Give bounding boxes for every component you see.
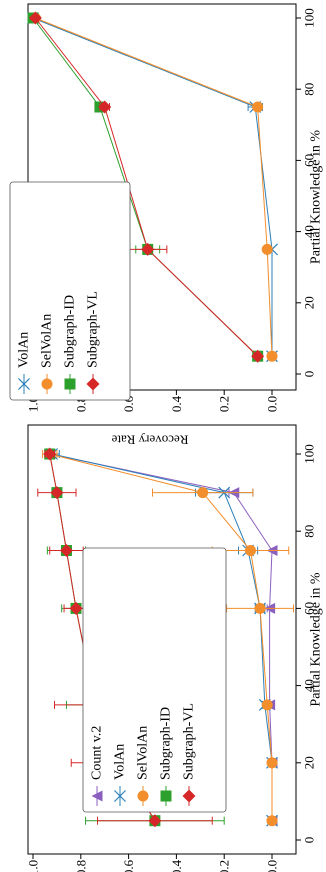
- legend: Count v.2 VolAn SelVolAn Subgraph-ID Subgrap…: [82, 547, 227, 813]
- data-point-subgraph-vl: [98, 100, 112, 114]
- y-tick-label: 0.0: [265, 860, 280, 872]
- legend-marker-selvolan: [41, 378, 53, 390]
- series-line-selvolan: [35, 17, 273, 357]
- y-tick-label: 0.0: [265, 396, 280, 412]
- x-tick-label: 100: [302, 8, 317, 28]
- x-tick-label: 20: [302, 296, 317, 309]
- legend-label-subgraph-id: Subgraph-ID: [159, 707, 174, 780]
- y-tick-label: 0.4: [169, 859, 184, 872]
- y-tick-label: 0.2: [217, 396, 232, 412]
- data-point-subgraph-vl: [50, 486, 64, 500]
- legend-marker-count-v-2: [91, 790, 103, 802]
- x-tick-label: 60: [302, 602, 317, 615]
- legend-marker-volan-stroke-b: [18, 378, 30, 390]
- data-point-selvolan: [254, 602, 266, 614]
- legend-label-volan: VolAn: [113, 744, 128, 780]
- data-point-selvolan: [266, 757, 278, 769]
- legend-marker-volan-stroke-b: [114, 790, 126, 802]
- chart-panel-bottom: 0 20 40 60 80 100 0.0 0.2 0.4 0.6 0.8 1.0 Partial Kn…: [26, 424, 324, 872]
- legend-label-volan: VolAn: [17, 332, 32, 368]
- y-tick-label: 0.8: [73, 860, 88, 872]
- legend-label-selvolan: SelVolAn: [136, 726, 151, 780]
- legend-box: [82, 547, 227, 813]
- legend-label-subgraph-vl: Subgraph-VL: [86, 291, 101, 368]
- data-point-selvolan: [261, 243, 273, 255]
- data-point-subgraph-vl: [69, 601, 83, 615]
- x-tick-label: 20: [302, 756, 317, 769]
- legend-marker-subgraph-id: [160, 790, 172, 802]
- legend-marker-subgraph-vl: [86, 377, 100, 391]
- data-point-subgraph-vl: [28, 11, 42, 25]
- x-tick-label: 100: [302, 444, 317, 464]
- x-axis-label: Partial Knowledge in %: [309, 130, 324, 264]
- legend-label-subgraph-id: Subgraph-ID: [63, 295, 78, 368]
- x-axis-label: Partial Knowledge in %: [309, 572, 324, 706]
- data-point-selvolan: [266, 815, 278, 827]
- x-tick-label: 40: [302, 679, 317, 692]
- legend-label-count-v-2: Count v.2: [90, 726, 105, 780]
- data-point-subgraph-vl: [59, 544, 73, 557]
- data-point-subgraph-vl: [43, 447, 57, 461]
- legend-marker-subgraph-id: [64, 378, 76, 390]
- series-line-volan: [32, 17, 273, 357]
- data-point-subgraph-vl: [148, 814, 162, 828]
- legend-marker-selvolan: [137, 790, 149, 802]
- legend-box: [9, 181, 131, 401]
- x-tick-label: 0: [302, 837, 317, 844]
- x-tick-label: 80: [302, 83, 317, 96]
- x-tick-label: 0: [302, 371, 317, 378]
- data-point-subgraph-vl: [141, 242, 155, 256]
- legend-marker-subgraph-vl: [182, 789, 196, 803]
- legend-label-selvolan: SelVolAn: [40, 314, 55, 368]
- data-point-selvolan: [266, 350, 278, 362]
- y-axis-label: Recovery Rate: [111, 433, 188, 448]
- data-point-selvolan: [252, 101, 264, 113]
- data-point-selvolan: [244, 545, 256, 556]
- series-subgraph-vl: [28, 11, 265, 363]
- y-tick-label: 0.4: [169, 395, 184, 412]
- data-point-selvolan: [261, 699, 273, 711]
- x-tick-label: 60: [302, 154, 317, 167]
- legend-label-subgraph-vl: Subgraph-VL: [182, 703, 197, 780]
- y-tick-label: 1.0: [26, 860, 41, 872]
- legend: VolAn SelVolAn Subgraph-ID Subgraph-VL: [9, 181, 131, 401]
- series-selvolan: [29, 12, 278, 362]
- y-tick-label: 0.6: [121, 859, 136, 872]
- axes-frame: [27, 424, 297, 855]
- data-point-selvolan: [197, 487, 209, 499]
- series-line-subgraph-vl: [34, 17, 259, 357]
- legend-marker-volan: [114, 790, 126, 802]
- legend-marker-volan: [18, 378, 30, 390]
- x-tick-label: 40: [302, 225, 317, 238]
- y-tick-label: 0.2: [217, 860, 232, 872]
- data-point-subgraph-vl: [251, 349, 265, 363]
- x-tick-label: 80: [302, 525, 317, 538]
